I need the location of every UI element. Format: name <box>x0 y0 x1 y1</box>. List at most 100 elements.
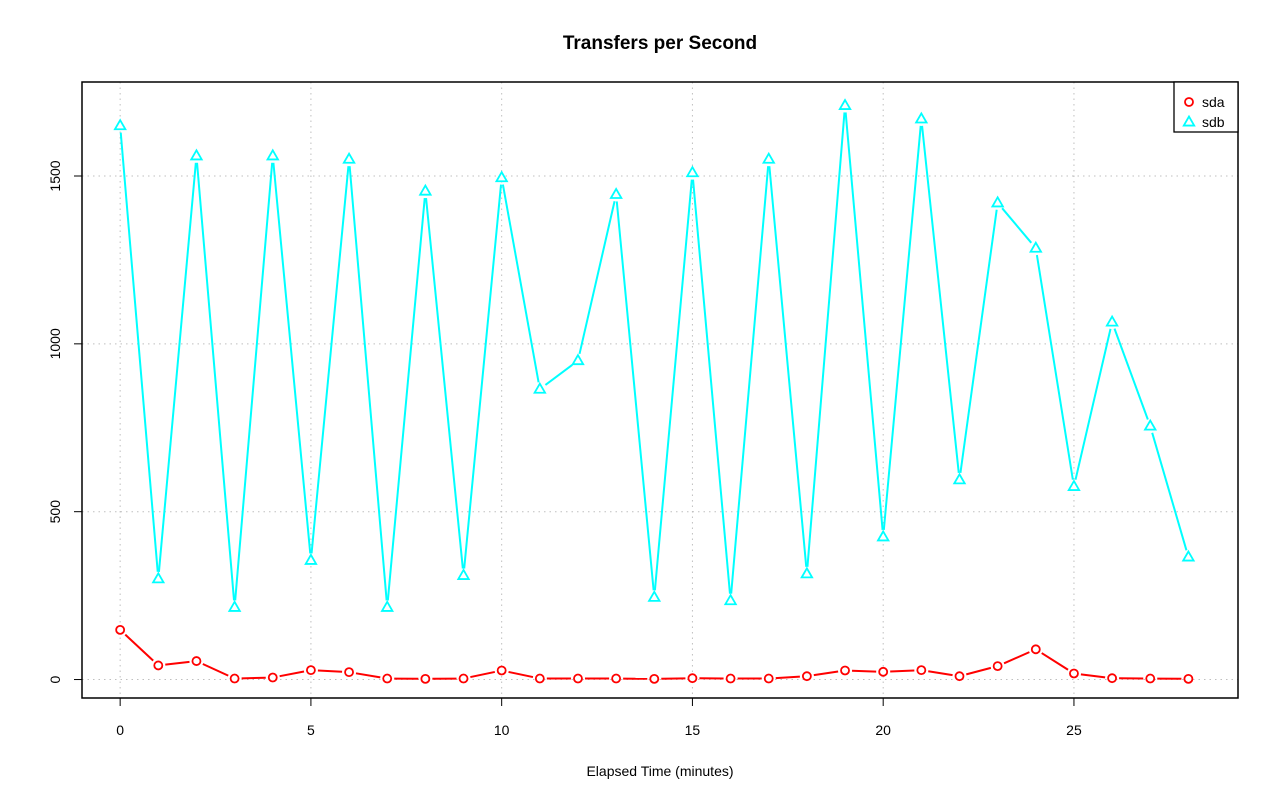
y-tick-label: 1500 <box>47 160 63 191</box>
series-sdb-segment <box>1074 328 1112 480</box>
series-sdb-segment <box>653 179 693 591</box>
series-sda-point <box>1145 673 1156 684</box>
series-sdb-point <box>1105 314 1119 327</box>
series-sda-point <box>763 673 774 684</box>
series-sdb-segment <box>882 125 922 530</box>
series-sdb-point <box>380 600 394 612</box>
series-sda-point <box>1107 673 1117 684</box>
x-axis-label: Elapsed Time (minutes) <box>586 763 733 779</box>
series-sda-point <box>382 673 393 684</box>
series-sda-point <box>496 665 507 676</box>
series-sdb-segment <box>692 179 731 594</box>
series-sda-segment <box>851 669 877 673</box>
series-sdb-segment <box>806 112 846 567</box>
series-sda-segment <box>279 670 305 678</box>
x-tick-label: 20 <box>875 722 891 738</box>
series-sda-point <box>916 665 927 676</box>
series-sdb-point <box>800 566 814 579</box>
series-sda-point <box>878 666 889 677</box>
series-sda-point <box>153 660 164 671</box>
series-sdb-segment <box>1113 328 1149 420</box>
series-sdb-segment <box>196 162 236 601</box>
series-sdb-point <box>456 568 471 580</box>
series-sdb-segment <box>348 166 388 601</box>
grid <box>82 82 1238 698</box>
series-sda-segment <box>165 660 190 666</box>
series-sda-segment <box>241 676 266 680</box>
series-sda-segment <box>928 670 953 677</box>
series-sda-point <box>229 673 240 684</box>
series-sdb-point <box>990 195 1005 208</box>
series-sdb-segment <box>615 201 655 591</box>
legend-marker-sdb <box>1182 114 1196 127</box>
series-sda-segment <box>508 670 534 679</box>
series-sdb-point <box>189 148 204 161</box>
series-sdb-point <box>876 529 890 542</box>
series-sdb-point <box>342 151 356 164</box>
series-sda-point <box>611 673 622 684</box>
series-sda-point <box>267 672 278 683</box>
series-sda-segment <box>1080 673 1106 679</box>
series-sdb-point <box>1143 418 1158 431</box>
y-tick-label: 0 <box>47 675 63 683</box>
series-sda-segment <box>124 633 154 662</box>
series-sdb-segment <box>844 112 884 530</box>
series-sdb-segment <box>544 364 573 386</box>
chart-title: Transfers per Second <box>563 33 757 54</box>
series-sdb-point <box>151 571 166 584</box>
x-tick-label: 5 <box>307 722 315 738</box>
series-sda-segment <box>470 670 496 679</box>
y-tick-label: 1000 <box>47 328 63 359</box>
series-sdb-segment <box>730 166 770 594</box>
series-sdb-point <box>838 98 852 110</box>
series-sda-point <box>458 673 469 684</box>
series-sda-point <box>840 665 850 676</box>
series-sdb-point <box>227 600 242 612</box>
series-sda-point <box>420 673 431 684</box>
x-axis: 0 5 10 15 20 25 <box>116 697 1082 738</box>
series-sda-point <box>649 673 660 684</box>
series-sda-point <box>992 661 1003 672</box>
series-sda-point <box>1030 644 1041 655</box>
y-tick-label: 500 <box>47 500 63 524</box>
series-sda-segment <box>890 669 915 673</box>
series-sdb-segment <box>578 201 616 355</box>
series-sdb-segment <box>1151 432 1188 551</box>
series-sdb-segment <box>310 166 350 554</box>
series-sdb-point <box>1029 240 1043 253</box>
series-sdb-segment <box>501 184 540 383</box>
series-sda-point <box>344 667 354 678</box>
series-sda-point <box>954 671 965 682</box>
series-sda-point <box>1069 668 1079 679</box>
series-sdb-point <box>761 151 776 164</box>
series-sdb-point <box>952 472 967 485</box>
series-sda-point <box>306 665 316 676</box>
x-tick-label: 25 <box>1066 722 1082 738</box>
series-sda-segment <box>355 672 381 679</box>
series-sda-point <box>191 656 202 666</box>
series-sda-segment <box>775 675 800 680</box>
series-sdb-point <box>1181 549 1196 562</box>
series-sdb-segment <box>959 209 998 474</box>
series-sda-segment <box>1003 651 1030 665</box>
legend: sda sdb <box>1173 81 1239 133</box>
x-tick-label: 15 <box>685 722 701 738</box>
series-sdb-segment <box>921 125 960 473</box>
series-sda-segment <box>202 663 229 677</box>
series-sda-segment <box>1041 652 1069 671</box>
series-layer <box>113 98 1196 684</box>
series-sdb-segment <box>1001 207 1033 244</box>
series-sdb-point <box>571 353 585 366</box>
series-sdb-point <box>1067 479 1081 491</box>
series-sdb-segment <box>1035 254 1074 480</box>
series-sdb-point <box>609 187 623 199</box>
series-sdb-point <box>647 589 662 602</box>
legend-marker-sda <box>1184 97 1194 107</box>
series-sda <box>115 624 1194 684</box>
legend-label-sdb: sdb <box>1202 114 1225 130</box>
series-sdb-segment <box>119 132 159 572</box>
series-sda-segment <box>966 666 992 676</box>
legend-label-sda: sda <box>1202 94 1225 110</box>
x-tick-label: 10 <box>494 722 510 738</box>
